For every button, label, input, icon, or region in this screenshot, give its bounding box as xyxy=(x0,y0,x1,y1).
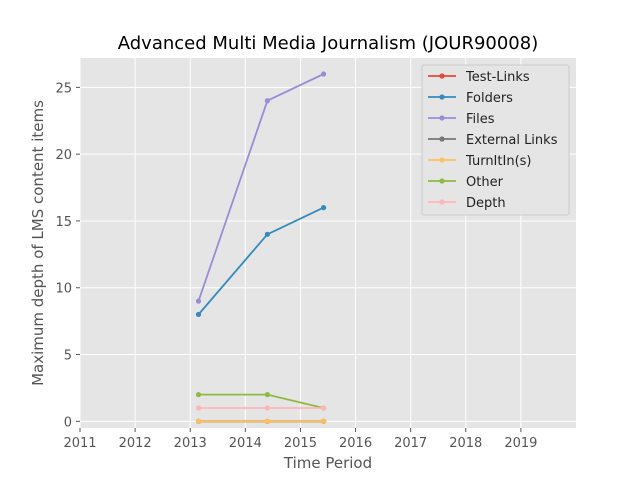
data-point xyxy=(320,205,327,211)
x-tick-label: 2018 xyxy=(449,436,482,451)
y-tick-label: 15 xyxy=(55,215,72,230)
data-point xyxy=(195,392,202,398)
data-point xyxy=(264,98,270,104)
y-axis-ticks: 0 5 10 15 20 25 xyxy=(55,81,80,430)
x-tick-label: 2017 xyxy=(394,436,427,451)
legend-label: Files xyxy=(466,112,495,127)
data-point xyxy=(264,231,270,237)
data-point xyxy=(195,311,202,318)
data-point xyxy=(195,418,202,424)
x-tick-label: 2019 xyxy=(504,436,537,451)
x-tick-label: 2011 xyxy=(63,436,96,451)
legend-marker xyxy=(439,157,445,163)
legend-label: External Links xyxy=(466,133,558,148)
x-tick-label: 2015 xyxy=(284,436,317,451)
legend-label: Test-Links xyxy=(465,70,530,85)
x-tick-label: 2012 xyxy=(119,436,152,451)
data-point xyxy=(195,298,202,304)
data-point xyxy=(320,71,327,77)
x-tick-label: 2013 xyxy=(174,436,207,451)
data-point xyxy=(320,418,327,424)
y-axis-title: Maximum depth of LMS content items xyxy=(29,100,47,386)
y-tick-label: 20 xyxy=(55,148,72,163)
legend-label: Folders xyxy=(466,91,513,106)
y-tick-label: 25 xyxy=(55,81,72,96)
legend-marker xyxy=(439,73,445,79)
legend-marker xyxy=(439,136,445,142)
legend-label: Depth xyxy=(466,196,506,211)
x-axis-ticks: 2011 2012 2013 2014 2015 2016 2017 2018 2019 xyxy=(63,428,537,451)
legend-box xyxy=(421,64,570,216)
x-tick-label: 2016 xyxy=(339,436,372,451)
legend-marker xyxy=(439,178,445,184)
y-tick-label: 0 xyxy=(64,415,72,430)
data-point xyxy=(264,418,270,424)
legend-marker xyxy=(439,94,445,100)
data-point xyxy=(195,405,202,411)
chart-title: Advanced Multi Media Journalism (JOUR900… xyxy=(118,33,539,54)
legend: Test-Links Folders Files External Links Turn… xyxy=(421,64,570,216)
legend-label: Other xyxy=(466,175,504,190)
data-point xyxy=(264,392,270,398)
data-series xyxy=(195,71,327,424)
y-tick-label: 5 xyxy=(64,349,72,364)
x-tick-label: 2014 xyxy=(229,436,262,451)
y-tick-label: 10 xyxy=(55,282,72,297)
legend-marker xyxy=(439,115,445,121)
legend-label: TurnItIn(s) xyxy=(465,154,531,169)
x-axis-title: Time Period xyxy=(283,454,372,472)
data-point xyxy=(320,405,327,411)
legend-marker xyxy=(439,199,445,205)
data-point xyxy=(264,405,270,411)
